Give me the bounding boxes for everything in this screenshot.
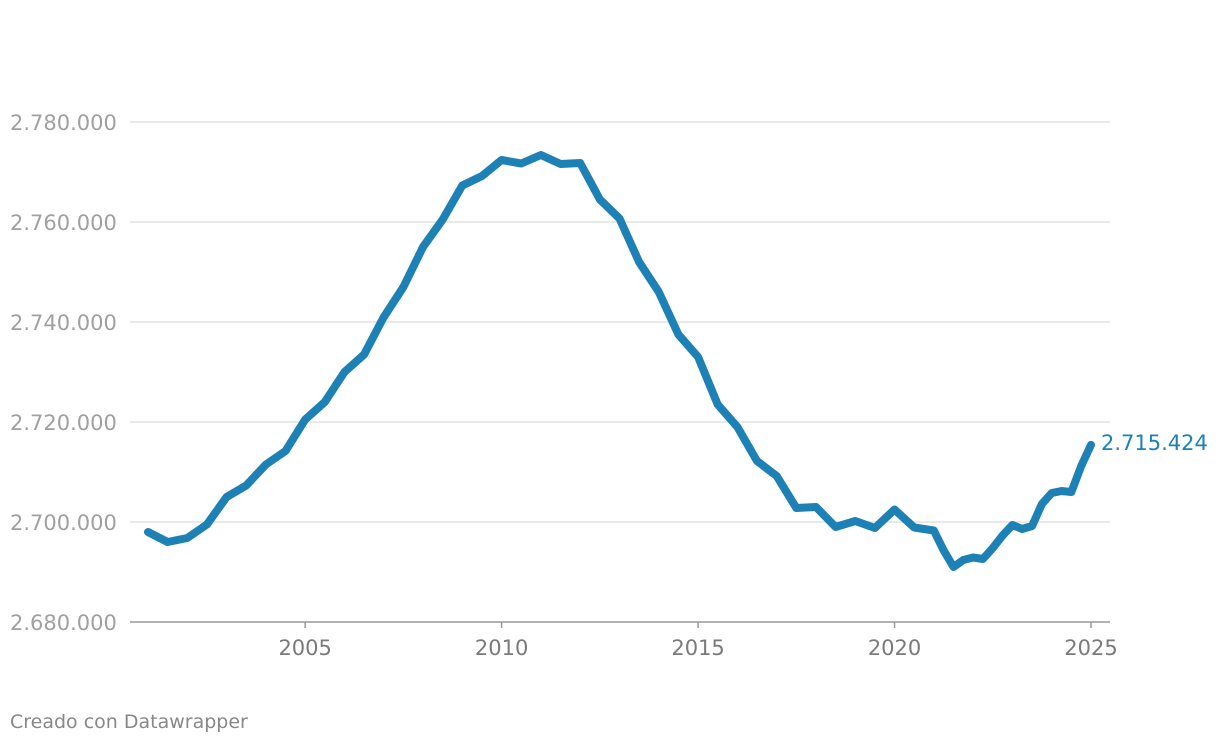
x-tick-label: 2025 (1064, 636, 1117, 660)
x-tick-label: 2015 (671, 636, 724, 660)
y-tick-label: 2.780.000 (10, 111, 117, 135)
last-value-label: 2.715.424 (1101, 431, 1208, 455)
x-tick-label: 2020 (868, 636, 921, 660)
x-axis: 2005 2010 2015 2020 2025 (278, 622, 1118, 660)
line-chart: 2.680.000 2.700.000 2.720.000 2.740.000 2.76… (10, 111, 1208, 660)
y-axis-tick-labels: 2.680.000 2.700.000 2.720.000 2.740.000 2.76… (10, 111, 117, 635)
y-tick-label: 2.740.000 (10, 311, 117, 335)
x-tick-label: 2005 (278, 636, 331, 660)
y-tick-label: 2.760.000 (10, 211, 117, 235)
gridlines (130, 121, 1110, 623)
y-tick-label: 2.720.000 (10, 411, 117, 435)
y-tick-label: 2.680.000 (10, 611, 117, 635)
datawrapper-credit: Creado con Datawrapper (10, 711, 248, 733)
y-tick-label: 2.700.000 (10, 511, 117, 535)
x-tick-label: 2010 (475, 636, 528, 660)
data-series-line (144, 151, 1095, 571)
